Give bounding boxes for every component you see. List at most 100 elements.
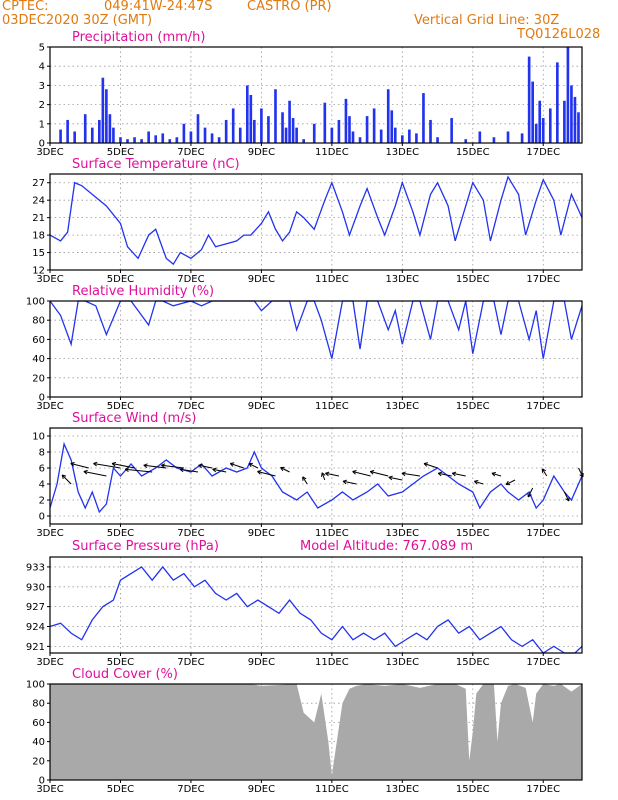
precip-bar bbox=[520, 133, 524, 143]
wind-arrow-shaft bbox=[325, 472, 339, 477]
y-tick-label: 924 bbox=[26, 622, 45, 633]
wind-arrow-head bbox=[321, 472, 326, 477]
rh-yaxis: 0 20 40 60 80 100 bbox=[26, 297, 50, 404]
y-tick-label: 80 bbox=[32, 699, 45, 710]
wind-arrow bbox=[541, 468, 548, 477]
x-tick-label: 3DEC bbox=[36, 274, 63, 285]
wind-arrow bbox=[473, 479, 484, 485]
precip-series bbox=[59, 47, 580, 143]
precip-bar bbox=[98, 119, 101, 143]
precip-bar bbox=[573, 96, 577, 143]
wind-arrow-shaft bbox=[474, 480, 484, 485]
y-tick-label: 100 bbox=[26, 297, 45, 308]
wind-arrow-shaft bbox=[388, 476, 403, 481]
temp-grid bbox=[49, 174, 582, 271]
precip-bar bbox=[90, 127, 94, 143]
y-tick-label: 24 bbox=[32, 196, 45, 207]
y-tick-label: 27 bbox=[32, 178, 45, 189]
precip-bar bbox=[358, 137, 362, 143]
wind-arrow-head bbox=[369, 470, 375, 475]
x-tick-label: 9DEC bbox=[248, 528, 275, 539]
wind-arrow-head bbox=[83, 469, 88, 475]
x-tick-label: 5DEC bbox=[107, 274, 134, 285]
y-tick-label: 20 bbox=[32, 373, 45, 384]
wind-arrow-head bbox=[257, 470, 262, 475]
x-tick-label: 11DEC bbox=[315, 147, 349, 158]
wind-arrow-head bbox=[280, 466, 285, 472]
precip-bar bbox=[386, 89, 390, 143]
precip-bar bbox=[182, 123, 186, 143]
pres-series bbox=[49, 565, 583, 654]
x-tick-label: 7DEC bbox=[177, 401, 204, 412]
wind-arrow-shaft bbox=[161, 464, 184, 469]
y-tick-label: 10 bbox=[32, 432, 45, 443]
wind-arrow-head bbox=[451, 471, 457, 477]
y-tick-label: 4 bbox=[39, 480, 45, 491]
precip-bar bbox=[538, 100, 542, 143]
temp-frame bbox=[49, 173, 583, 271]
wind-arrow-shaft bbox=[321, 472, 326, 481]
precip-bar bbox=[274, 89, 277, 143]
precip-bar bbox=[556, 62, 559, 143]
wind-arrow bbox=[423, 462, 438, 469]
y-tick-label: 2 bbox=[39, 496, 45, 507]
wind-arrow bbox=[401, 471, 421, 477]
wind-arrow-shaft bbox=[370, 471, 389, 477]
x-tick-label: 17DEC bbox=[526, 147, 560, 158]
cloud-series bbox=[50, 684, 582, 780]
precip-bar bbox=[344, 98, 348, 143]
precip-bar bbox=[154, 135, 158, 143]
precip-bar bbox=[249, 95, 253, 143]
wind-arrow-head bbox=[352, 470, 357, 475]
precip-bar bbox=[66, 119, 69, 143]
rh-series bbox=[49, 300, 583, 359]
y-tick-label: 0 bbox=[39, 139, 45, 150]
x-tick-label: 11DEC bbox=[315, 784, 349, 795]
precip-frame bbox=[49, 46, 583, 144]
precip-bar bbox=[105, 89, 108, 143]
precip-bar bbox=[140, 139, 143, 143]
wind-arrow bbox=[161, 463, 184, 469]
y-tick-label: 0 bbox=[39, 393, 45, 404]
y-tick-label: 933 bbox=[26, 562, 45, 573]
wind-arrow-head bbox=[473, 479, 479, 485]
wind-arrow-head bbox=[198, 463, 203, 469]
precip-bar bbox=[59, 129, 62, 143]
x-tick-label: 11DEC bbox=[315, 401, 349, 412]
wind-arrow-head bbox=[124, 467, 130, 472]
pres-panel: Surface Pressure (hPa) Model Altitude: 76… bbox=[26, 539, 583, 668]
cloud-title: Cloud Cover (%) bbox=[72, 667, 178, 682]
wind-arrow-head bbox=[61, 474, 67, 479]
wind-arrow-shaft bbox=[438, 472, 452, 477]
precip-bar bbox=[112, 127, 115, 143]
wind-arrow-head bbox=[325, 471, 330, 477]
wind-arrow-shaft bbox=[198, 464, 213, 469]
x-tick-label: 17DEC bbox=[526, 274, 560, 285]
x-tick-label: 3DEC bbox=[36, 657, 63, 668]
wind-arrow bbox=[352, 470, 371, 477]
y-tick-label: 18 bbox=[32, 231, 45, 242]
wind-arrow-shaft bbox=[302, 476, 308, 485]
precip-bar bbox=[245, 85, 249, 143]
y-tick-label: 15 bbox=[32, 248, 45, 259]
wind-arrow-shaft bbox=[401, 472, 421, 477]
x-tick-label: 17DEC bbox=[526, 528, 560, 539]
x-tick-label: 7DEC bbox=[177, 657, 204, 668]
x-tick-label: 17DEC bbox=[526, 784, 560, 795]
y-tick-label: 12 bbox=[32, 266, 45, 277]
precip-bar bbox=[400, 135, 404, 143]
x-tick-label: 9DEC bbox=[248, 784, 275, 795]
y-tick-label: 927 bbox=[26, 602, 45, 613]
x-tick-label: 7DEC bbox=[177, 274, 204, 285]
wind-panel: Surface Wind (m/s) 0 2 4 6 8 10 3DEC 5DEC 7DEC 9DE… bbox=[32, 411, 584, 539]
x-tick-label: 5DEC bbox=[107, 147, 134, 158]
wind-arrow-shaft bbox=[527, 487, 534, 498]
cloud-panel: Cloud Cover (%) 0 20 40 60 80 100 3DEC 5DEC 7DEC 9… bbox=[26, 667, 583, 795]
pres-line bbox=[49, 565, 583, 654]
wind-arrow-head bbox=[302, 476, 307, 481]
y-tick-label: 2 bbox=[39, 100, 45, 111]
wind-arrow-shaft bbox=[61, 474, 72, 485]
x-tick-label: 3DEC bbox=[36, 528, 63, 539]
wind-title: Surface Wind (m/s) bbox=[72, 411, 196, 426]
precip-bar bbox=[260, 108, 263, 143]
